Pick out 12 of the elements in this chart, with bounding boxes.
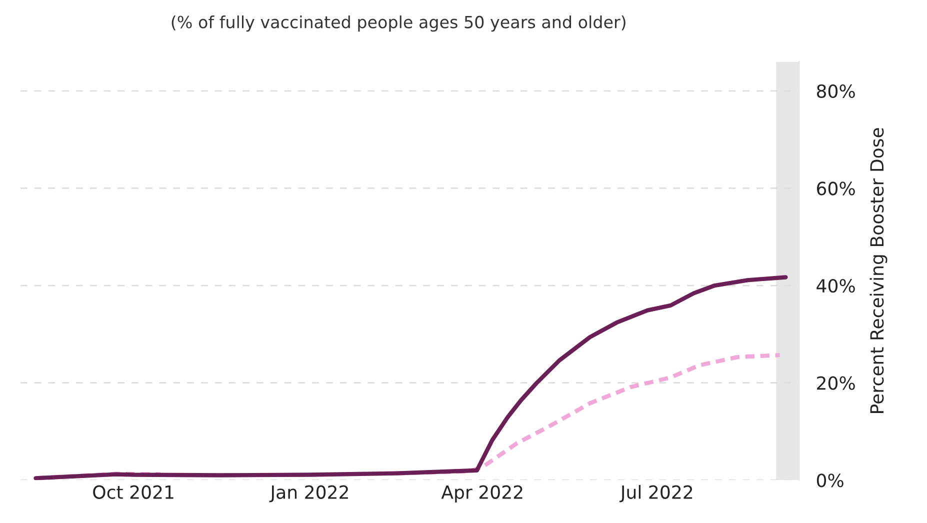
- y-tick-label: 40%: [816, 278, 855, 293]
- x-tick-label: Oct 2021: [93, 485, 174, 499]
- chart-title: (% of fully vaccinated people ages 50 years and older): [172, 15, 626, 32]
- x-tick-label: Jan 2022: [269, 485, 348, 502]
- y-axis-title: Percent Receiving Booster Dose: [870, 128, 888, 413]
- y-tick-label: 60%: [817, 182, 855, 196]
- x-tick-label: Jul 2022: [619, 484, 692, 502]
- line-series: [34, 275, 788, 480]
- x-tick-label: Apr 2022: [441, 485, 522, 502]
- y-tick-label: 0%: [816, 474, 844, 488]
- y-tick-label: 20%: [817, 376, 855, 390]
- y-tick-label: 80%: [816, 84, 855, 98]
